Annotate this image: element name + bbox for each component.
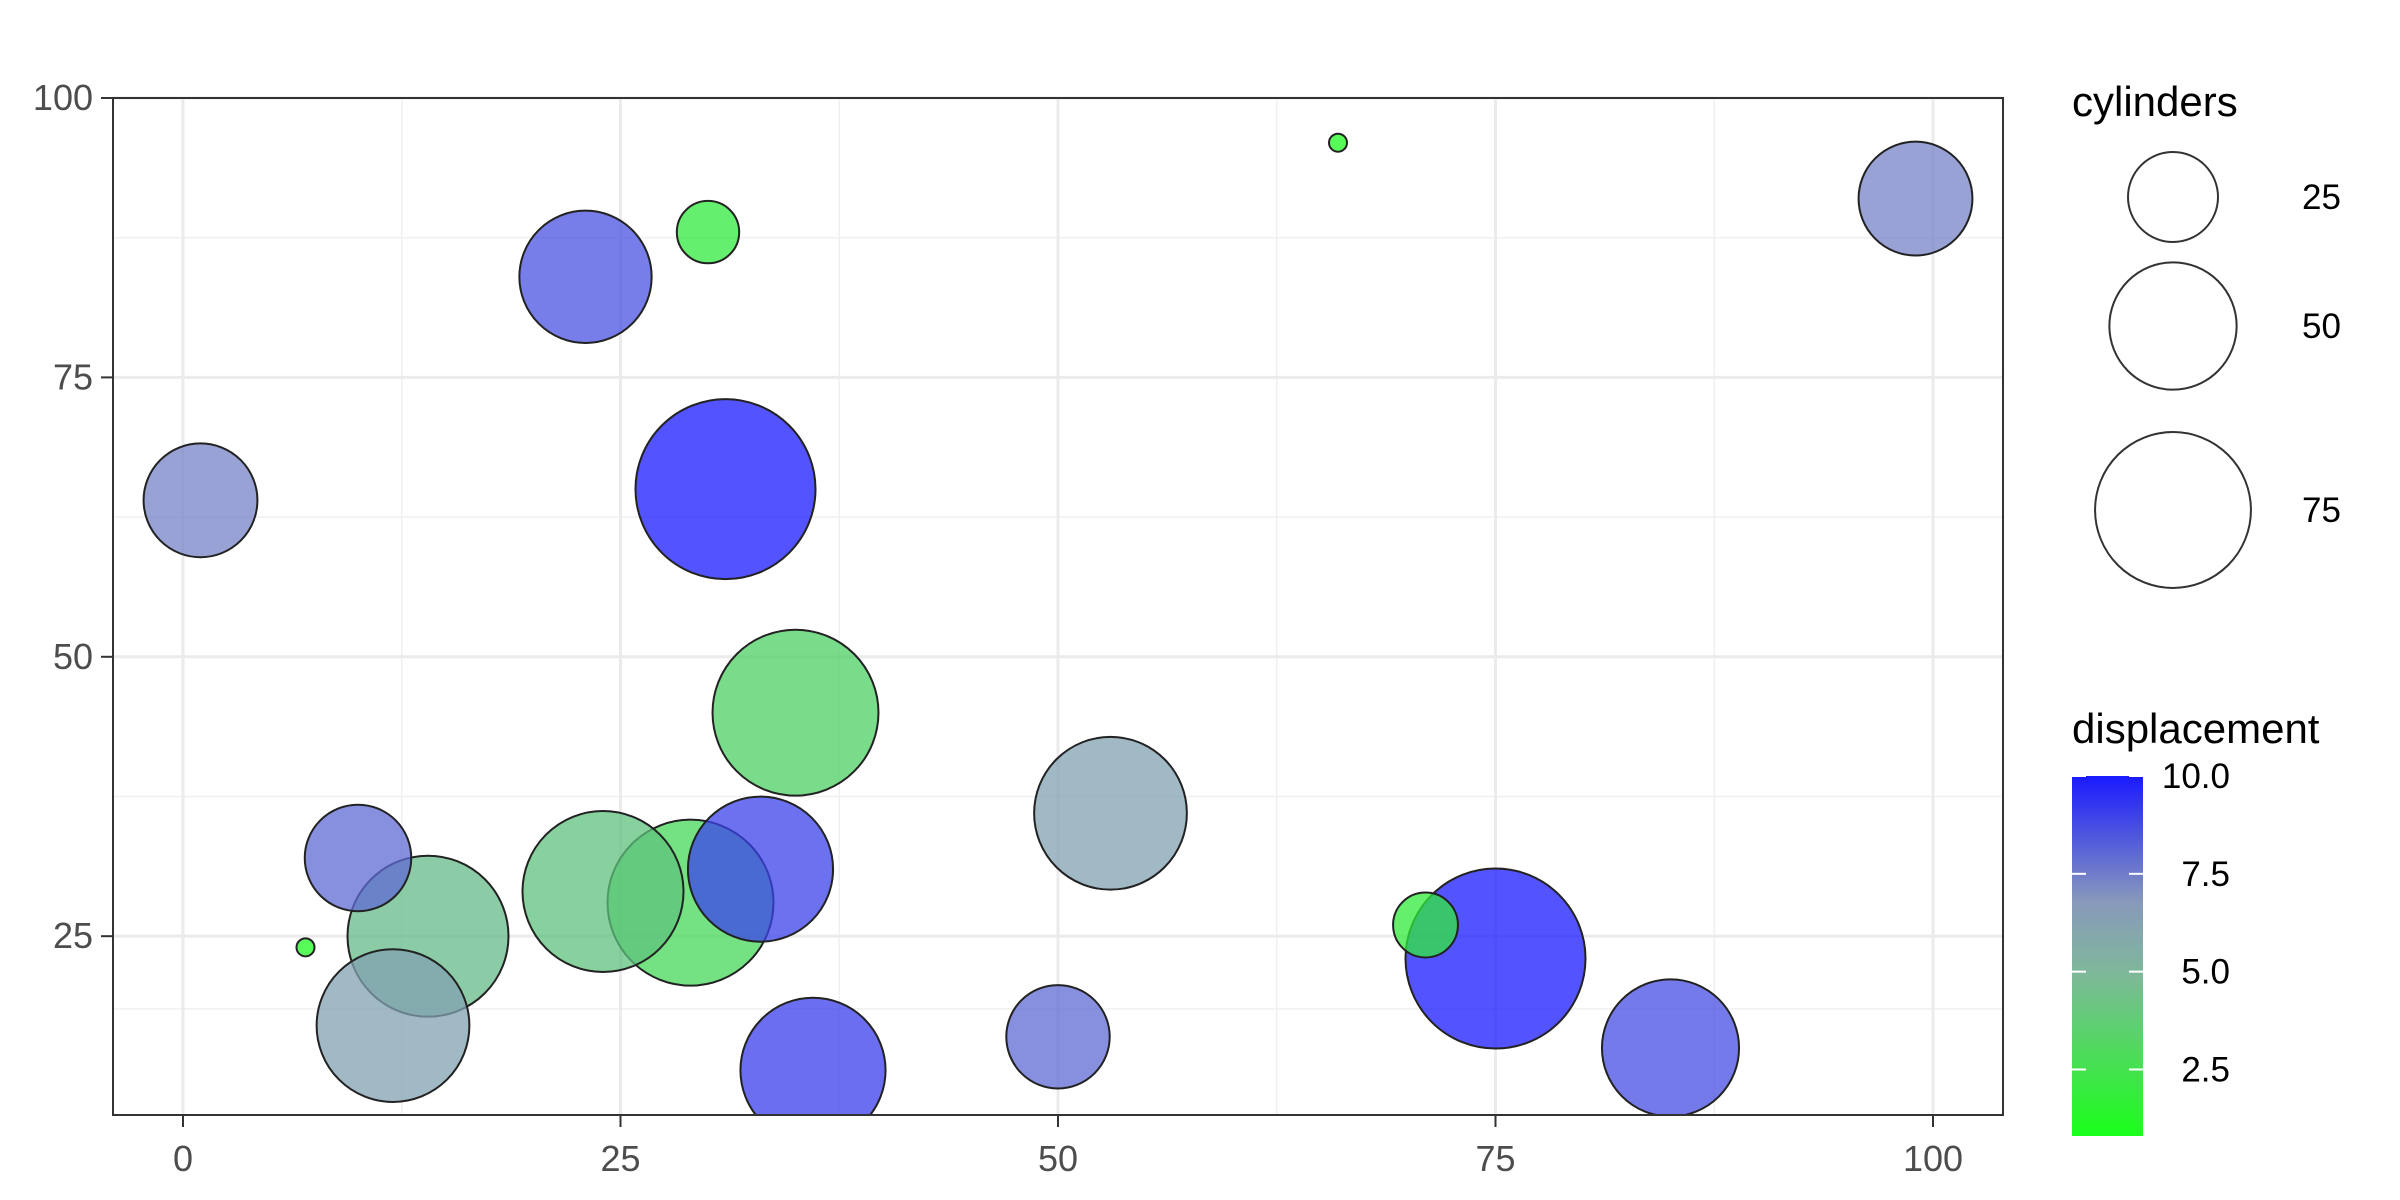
data-point: [1857, 140, 1974, 257]
y-tick-label: 25: [53, 915, 93, 956]
data-point: [739, 996, 887, 1115]
data-point: [142, 442, 259, 559]
y-axis: 25 50 75 100: [33, 77, 113, 956]
data-point: [634, 398, 817, 581]
color-legend-label: 10.0: [2162, 757, 2230, 796]
x-tick-label: 100: [1903, 1138, 1963, 1179]
y-tick-label: 75: [53, 356, 93, 397]
size-legend: cylinders 25 50 75: [2072, 78, 2341, 589]
color-legend-label: 2.5: [2181, 1050, 2230, 1089]
x-tick-label: 0: [173, 1138, 193, 1179]
data-point: [1033, 735, 1188, 891]
color-legend-ticks: 10.0 7.5 5.0 2.5: [2072, 757, 2230, 1089]
data-point: [1600, 978, 1741, 1115]
size-legend-label: 25: [2302, 178, 2341, 217]
size-legend-title: cylinders: [2072, 78, 2238, 125]
data-point: [1005, 984, 1111, 1090]
size-legend-key-circle: [2127, 151, 2219, 243]
size-legend-key-circle: [2094, 431, 2252, 589]
data-point: [303, 803, 413, 913]
color-legend-label: 5.0: [2181, 953, 2230, 992]
color-legend-label: 7.5: [2181, 855, 2230, 894]
size-legend-keys: 25 50 75: [2094, 151, 2341, 589]
size-legend-label: 50: [2302, 307, 2341, 346]
x-tick-label: 25: [600, 1138, 640, 1179]
data-points: [142, 132, 1974, 1115]
data-point: [315, 948, 471, 1103]
x-tick-label: 50: [1038, 1138, 1078, 1179]
y-tick-label: 100: [33, 77, 93, 118]
data-point: [295, 937, 316, 958]
data-point: [521, 809, 685, 973]
data-point: [675, 199, 741, 265]
data-point: [1328, 132, 1348, 153]
data-point: [518, 209, 653, 344]
x-tick-label: 75: [1475, 1138, 1515, 1179]
size-legend-label: 75: [2302, 491, 2341, 530]
color-bar: [2072, 776, 2143, 1136]
data-point: [1392, 891, 1459, 959]
y-tick-label: 50: [53, 636, 93, 677]
x-axis: 0 25 50 75 100: [173, 1115, 1963, 1179]
data-point: [711, 628, 880, 797]
data-point: [686, 795, 835, 943]
size-legend-key-circle: [2108, 261, 2238, 391]
color-legend-title: displacement: [2072, 705, 2320, 752]
color-legend: displacement 10.0 7.5 5.0 2.5: [2072, 705, 2320, 1136]
